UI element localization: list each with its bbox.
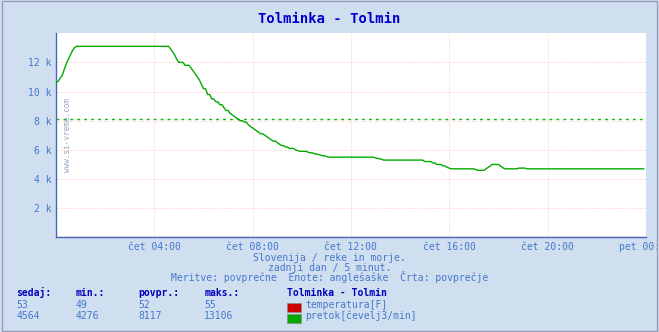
Text: Tolminka - Tolmin: Tolminka - Tolmin [287, 288, 387, 298]
Text: Meritve: povprečne  Enote: anglešaške  Črta: povprečje: Meritve: povprečne Enote: anglešaške Črt… [171, 271, 488, 283]
Text: 49: 49 [76, 300, 88, 310]
Text: maks.:: maks.: [204, 288, 239, 298]
Text: zadnji dan / 5 minut.: zadnji dan / 5 minut. [268, 263, 391, 273]
Text: min.:: min.: [76, 288, 105, 298]
Text: 55: 55 [204, 300, 216, 310]
Text: temperatura[F]: temperatura[F] [305, 300, 387, 310]
Text: 4564: 4564 [16, 311, 40, 321]
Text: 4276: 4276 [76, 311, 100, 321]
Text: povpr.:: povpr.: [138, 288, 179, 298]
Text: 53: 53 [16, 300, 28, 310]
Text: pretok[čevelj3/min]: pretok[čevelj3/min] [305, 311, 416, 321]
Text: 13106: 13106 [204, 311, 234, 321]
Text: 8117: 8117 [138, 311, 162, 321]
Text: Slovenija / reke in morje.: Slovenija / reke in morje. [253, 253, 406, 263]
Text: sedaj:: sedaj: [16, 287, 51, 298]
Text: 52: 52 [138, 300, 150, 310]
Text: Tolminka - Tolmin: Tolminka - Tolmin [258, 12, 401, 26]
Text: www.si-vreme.com: www.si-vreme.com [63, 98, 72, 172]
